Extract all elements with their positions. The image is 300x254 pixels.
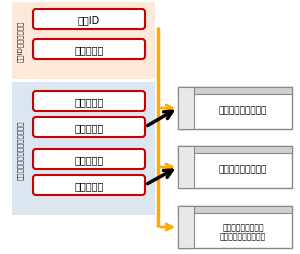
Text: パスワード: パスワード [74,122,104,133]
Text: コントロールパネル: コントロールパネル [219,165,267,174]
Bar [12,3,155,80]
Bar [178,206,292,213]
Bar [178,88,194,130]
Bar [178,146,292,153]
Bar [12,83,155,215]
Bar [178,146,194,188]
Text: アカウント: アカウント [74,154,104,164]
Bar [178,206,194,248]
Text: コントロールパネル: コントロールパネル [222,223,264,232]
Text: アカウント: アカウント [74,97,104,107]
Bar [178,88,292,95]
FancyBboxPatch shape [33,40,145,60]
Bar [178,88,292,130]
Bar [178,146,292,188]
FancyBboxPatch shape [33,92,145,112]
Text: パスワード: パスワード [74,45,104,55]
FancyBboxPatch shape [33,175,145,195]
Text: （パスワード未設定）: （パスワード未設定） [220,232,266,241]
FancyBboxPatch shape [33,10,145,30]
FancyBboxPatch shape [33,149,145,169]
Bar [178,206,292,248]
Text: 会員ID: 会員ID [78,15,100,25]
FancyBboxPatch shape [33,118,145,137]
Text: アカウントコードでのログイン: アカウントコードでのログイン [17,120,23,179]
Text: 会員IDでのログイン: 会員IDでのログイン [17,20,23,61]
Text: パスワード: パスワード [74,180,104,190]
Text: コントロールパネル: コントロールパネル [219,106,267,115]
